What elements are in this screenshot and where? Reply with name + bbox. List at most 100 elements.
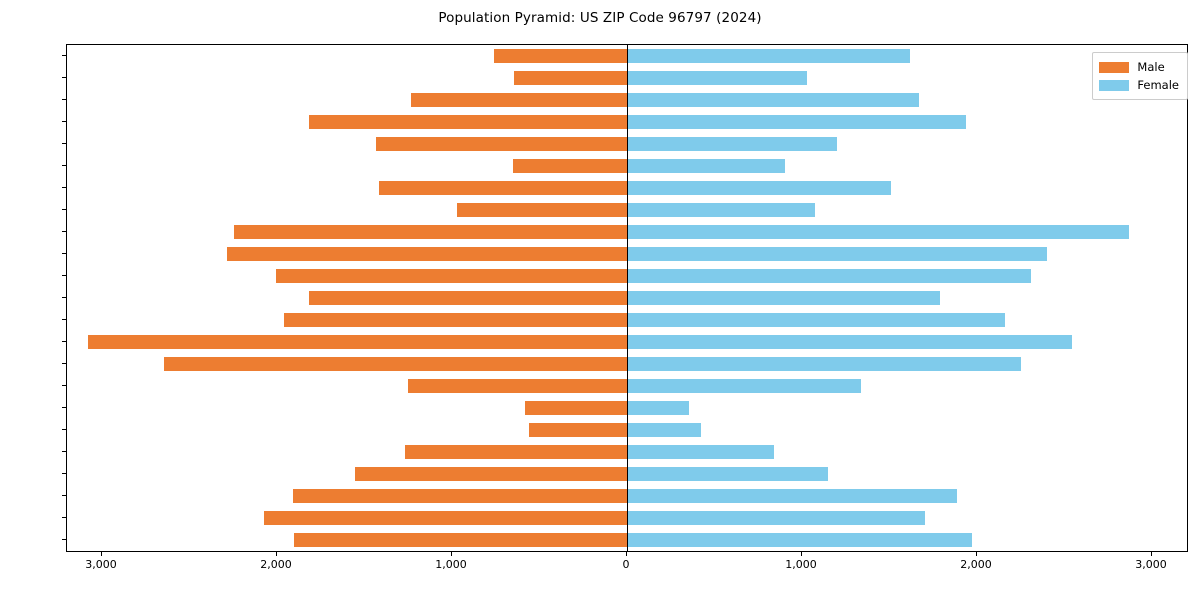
bar-female-10-14[interactable] — [627, 489, 957, 503]
bar-male-67-69[interactable] — [376, 137, 627, 151]
bar-male-25-29[interactable] — [164, 357, 627, 371]
bar-female-65-66[interactable] — [627, 159, 786, 173]
plot-area — [66, 44, 1188, 552]
y-tick-mark — [62, 77, 66, 78]
bar-female-85-[interactable] — [627, 49, 910, 63]
bar-female-80-84[interactable] — [627, 71, 808, 85]
y-tick-mark — [62, 363, 66, 364]
bar-male-15-17[interactable] — [354, 467, 627, 481]
x-tick-label: 1,000 — [435, 558, 467, 571]
bar-male-65-66[interactable] — [513, 159, 627, 173]
bar-row — [67, 423, 1187, 437]
bar-row — [67, 379, 1187, 393]
bar-row — [67, 247, 1187, 261]
bar-row — [67, 511, 1187, 525]
y-tick-mark — [62, 55, 66, 56]
bar-male-22-24[interactable] — [407, 379, 627, 393]
y-tick-mark — [62, 341, 66, 342]
bar-male-85-[interactable] — [494, 49, 627, 63]
x-tick-label: 2,000 — [260, 558, 292, 571]
bar-female-35-39[interactable] — [627, 313, 1005, 327]
bar-male-under-5[interactable] — [293, 533, 627, 547]
bar-row — [67, 159, 1187, 173]
bar-row — [67, 115, 1187, 129]
bar-male-45-49[interactable] — [276, 269, 627, 283]
legend-item-male[interactable]: Male — [1099, 58, 1179, 76]
bar-row — [67, 357, 1187, 371]
legend-item-female[interactable]: Female — [1099, 76, 1179, 94]
x-tick-mark — [801, 552, 802, 556]
y-tick-mark — [62, 143, 66, 144]
bar-male-5-9[interactable] — [264, 511, 627, 525]
bar-female-55-59[interactable] — [627, 225, 1129, 239]
bar-female-18-19[interactable] — [627, 445, 774, 459]
bar-male-30-34[interactable] — [88, 335, 627, 349]
bar-row — [67, 489, 1187, 503]
bar-female-62-64[interactable] — [627, 181, 892, 195]
x-tick-label: 0 — [622, 558, 630, 571]
bar-female-67-69[interactable] — [627, 137, 837, 151]
bar-female-5-9[interactable] — [627, 511, 925, 525]
bar-female-15-17[interactable] — [627, 467, 829, 481]
bar-male-10-14[interactable] — [292, 489, 627, 503]
bar-female-22-24[interactable] — [627, 379, 861, 393]
bar-male-40-44[interactable] — [308, 291, 627, 305]
y-tick-mark — [62, 495, 66, 496]
bar-female-60-61[interactable] — [627, 203, 816, 217]
legend: Male Female — [1092, 52, 1188, 100]
bar-row — [67, 335, 1187, 349]
bar-row — [67, 533, 1187, 547]
x-tick-mark — [976, 552, 977, 556]
bar-row — [67, 467, 1187, 481]
y-tick-mark — [62, 517, 66, 518]
bar-female-21[interactable] — [627, 401, 690, 415]
bar-row — [67, 49, 1187, 63]
bar-female-45-49[interactable] — [627, 269, 1032, 283]
bar-female-30-34[interactable] — [627, 335, 1073, 349]
y-tick-mark — [62, 539, 66, 540]
bar-row — [67, 71, 1187, 85]
x-tick-label: 3,000 — [85, 558, 117, 571]
y-tick-mark — [62, 319, 66, 320]
x-tick-mark — [626, 552, 627, 556]
bar-row — [67, 445, 1187, 459]
x-tick-label: 3,000 — [1135, 558, 1167, 571]
y-tick-mark — [62, 165, 66, 166]
y-tick-mark — [62, 297, 66, 298]
bar-male-18-19[interactable] — [405, 445, 627, 459]
legend-label-male: Male — [1137, 60, 1165, 74]
bar-row — [67, 313, 1187, 327]
bar-male-50-54[interactable] — [227, 247, 627, 261]
bar-male-62-64[interactable] — [378, 181, 627, 195]
bar-male-60-61[interactable] — [457, 203, 627, 217]
bar-male-70-74[interactable] — [308, 115, 627, 129]
bar-male-55-59[interactable] — [233, 225, 627, 239]
bar-female-25-29[interactable] — [627, 357, 1021, 371]
bar-row — [67, 401, 1187, 415]
x-tick-label: 2,000 — [960, 558, 992, 571]
bar-female-40-44[interactable] — [627, 291, 941, 305]
y-tick-mark — [62, 473, 66, 474]
bar-row — [67, 181, 1187, 195]
bar-male-35-39[interactable] — [284, 313, 627, 327]
bar-row — [67, 291, 1187, 305]
y-tick-mark — [62, 121, 66, 122]
y-tick-mark — [62, 99, 66, 100]
y-tick-mark — [62, 407, 66, 408]
bar-female-20[interactable] — [627, 423, 702, 437]
bar-female-70-74[interactable] — [627, 115, 966, 129]
bar-row — [67, 137, 1187, 151]
y-tick-mark — [62, 451, 66, 452]
bar-row — [67, 203, 1187, 217]
legend-label-female: Female — [1137, 78, 1179, 92]
bar-female-under-5[interactable] — [627, 533, 973, 547]
bar-female-75-79[interactable] — [627, 93, 920, 107]
bar-row — [67, 269, 1187, 283]
bar-male-75-79[interactable] — [410, 93, 627, 107]
bar-male-80-84[interactable] — [513, 71, 627, 85]
bar-female-50-54[interactable] — [627, 247, 1047, 261]
zero-axis-line — [627, 45, 628, 551]
y-tick-mark — [62, 187, 66, 188]
bar-male-20[interactable] — [529, 423, 627, 437]
bar-male-21[interactable] — [524, 401, 627, 415]
